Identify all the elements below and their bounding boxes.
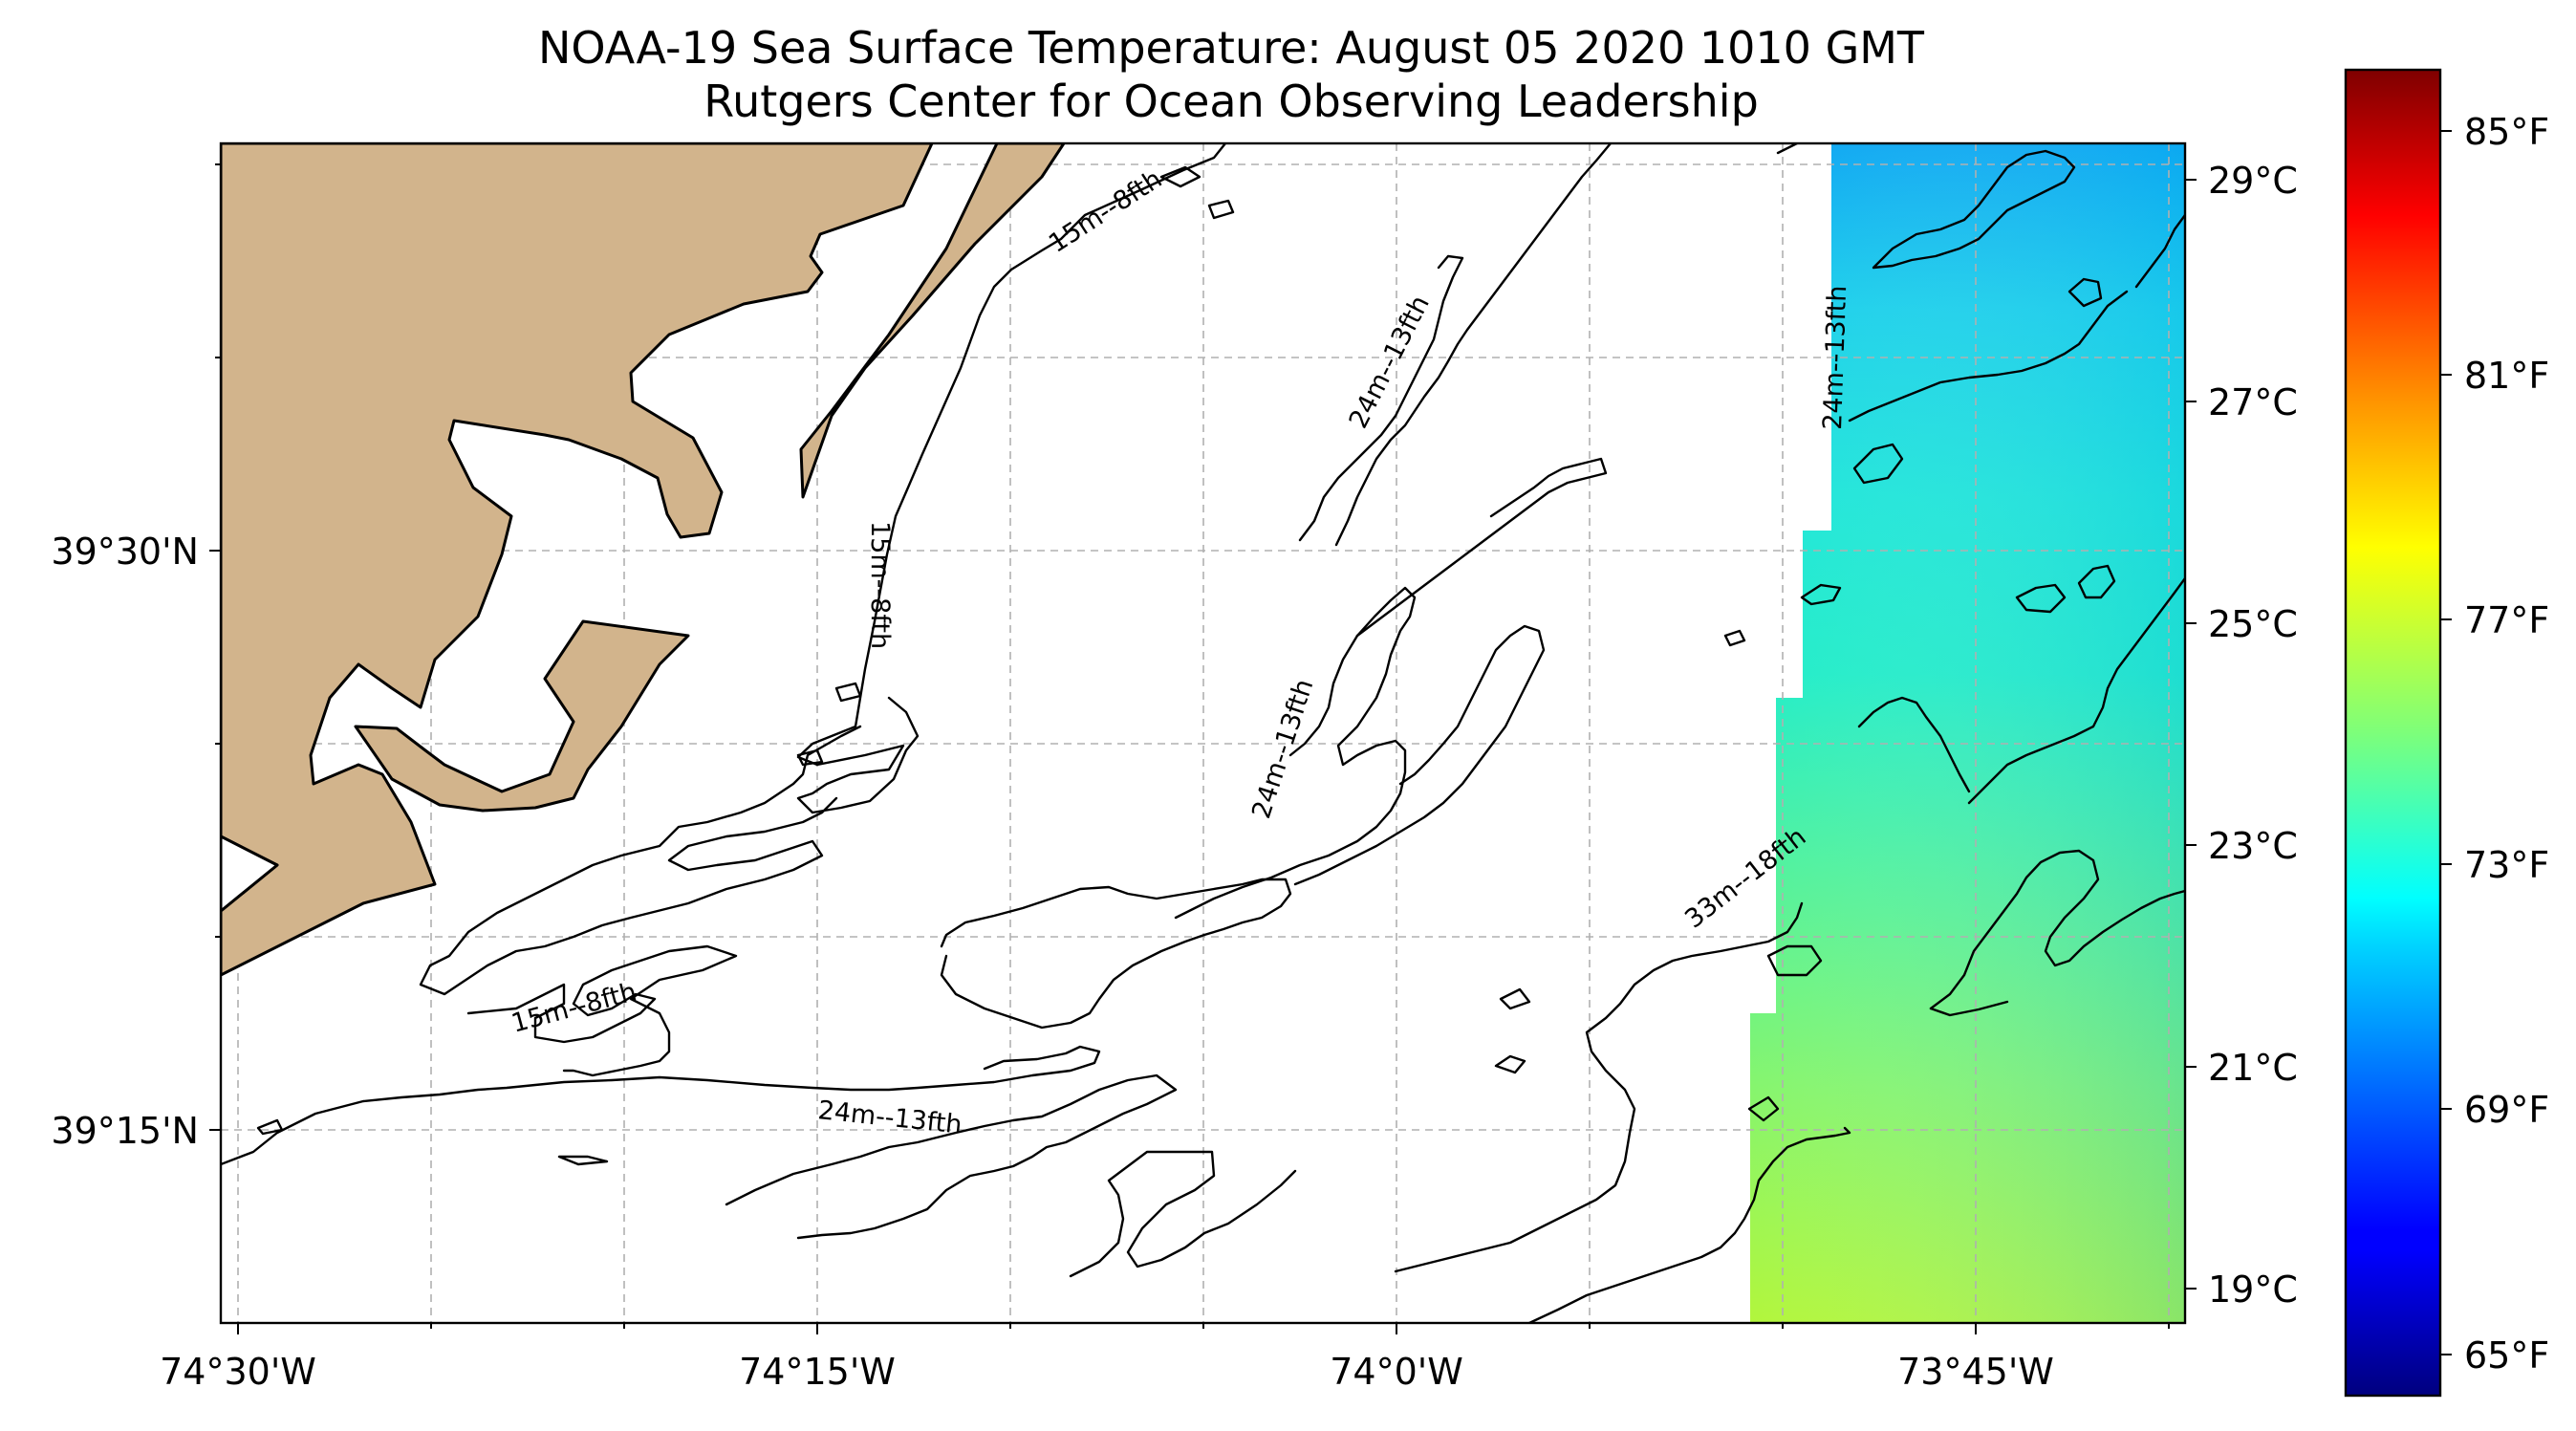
contour-islet-7 <box>1723 629 1746 647</box>
contour-islet-11 <box>1494 1054 1526 1074</box>
contour-24m-south <box>725 1073 1178 1240</box>
figure-title: NOAA-19 Sea Surface Temperature: August … <box>538 22 1925 74</box>
map-area: 15m--8fth 15m--8fth 15m--8fth 24m--13fth… <box>221 143 2185 1323</box>
celsius-label: 21°C <box>2208 1047 2298 1089</box>
contour-15m-south <box>419 725 862 996</box>
contour-islet-9 <box>1159 165 1201 188</box>
contour-24m-north <box>1334 143 1613 547</box>
contour-ridge-east-a <box>1776 143 1799 155</box>
fahrenheit-ticks <box>2440 130 2452 1355</box>
contour-24m-north-b <box>1298 254 1464 542</box>
contour-east-c <box>1848 290 2129 423</box>
contour-islet-10 <box>1207 199 1235 220</box>
contour-islet-5 <box>2067 277 2103 308</box>
latitude-label: 39°15'N <box>51 1110 199 1152</box>
fahrenheit-label: 77°F <box>2464 599 2549 641</box>
contour-33m <box>1394 901 1804 1273</box>
contour-islet-2 <box>1800 583 1842 606</box>
contour-24m-long <box>1293 624 1546 886</box>
longitude-label: 74°30'W <box>160 1351 316 1393</box>
barrier-island <box>799 143 1066 499</box>
longitude-label: 74°0'W <box>1330 1351 1463 1393</box>
contour-east-e <box>1929 849 2185 1010</box>
contour-islet-4 <box>2015 583 2067 614</box>
contour-24m-south-b <box>1069 1150 1297 1278</box>
contour-islet-14 <box>796 748 824 767</box>
contour-24m-center <box>940 878 1292 1030</box>
fahrenheit-label: 65°F <box>2464 1334 2549 1377</box>
contour-islet-13 <box>834 682 862 703</box>
mainland-coast <box>221 143 934 977</box>
bathymetry-contours <box>221 143 2185 1323</box>
celsius-label: 23°C <box>2208 825 2298 867</box>
contour-islet-8 <box>1747 1095 1780 1122</box>
contour-24m-mid <box>1355 457 1608 638</box>
latitude-label: 39°30'N <box>51 531 199 573</box>
barrier-peninsula <box>354 619 690 813</box>
contour-east-f <box>1857 696 1971 793</box>
contour-24m-center-b <box>1174 586 1417 920</box>
figure-subtitle: Rutgers Center for Ocean Observing Leade… <box>704 76 1759 127</box>
sound-water <box>221 835 279 913</box>
fahrenheit-label: 69°F <box>2464 1089 2549 1131</box>
contour-east-d <box>1967 576 2185 805</box>
contour-islet-15 <box>557 1155 609 1166</box>
sst-raster-shade <box>1750 143 2185 1323</box>
colorbar <box>2344 68 2442 1398</box>
contour-islet-1 <box>1852 443 1904 485</box>
axis-ticks <box>209 163 2170 1334</box>
contour-15m-south-b <box>466 944 738 1077</box>
celsius-ticks <box>2185 179 2197 1290</box>
contour-label: 15m--8fth <box>865 521 895 649</box>
contour-33m-b <box>1527 1126 1851 1323</box>
contour-label: 24m--13fth <box>1818 285 1852 430</box>
longitude-label: 74°15'W <box>739 1351 896 1393</box>
fahrenheit-label: 85°F <box>2464 111 2549 153</box>
celsius-label: 19°C <box>2208 1268 2298 1311</box>
longitude-label: 73°45'W <box>1897 1351 2054 1393</box>
celsius-label: 29°C <box>2208 160 2298 202</box>
contour-islet-12 <box>1499 987 1531 1010</box>
contour-islet-3 <box>1766 944 1823 977</box>
contour-islet-16 <box>256 1118 284 1136</box>
celsius-label: 25°C <box>2208 603 2298 645</box>
contour-24m-west <box>221 1045 1101 1166</box>
fahrenheit-label: 73°F <box>2464 844 2549 886</box>
contour-east-a <box>1872 149 2076 270</box>
land <box>221 143 1066 977</box>
fahrenheit-label: 81°F <box>2464 355 2549 397</box>
contour-islet-6 <box>2077 564 2116 599</box>
celsius-label: 27°C <box>2208 381 2298 423</box>
contour-east-b <box>2134 213 2185 289</box>
contour-15m-north <box>796 143 1227 814</box>
contour-east-g <box>1929 1000 2009 1017</box>
